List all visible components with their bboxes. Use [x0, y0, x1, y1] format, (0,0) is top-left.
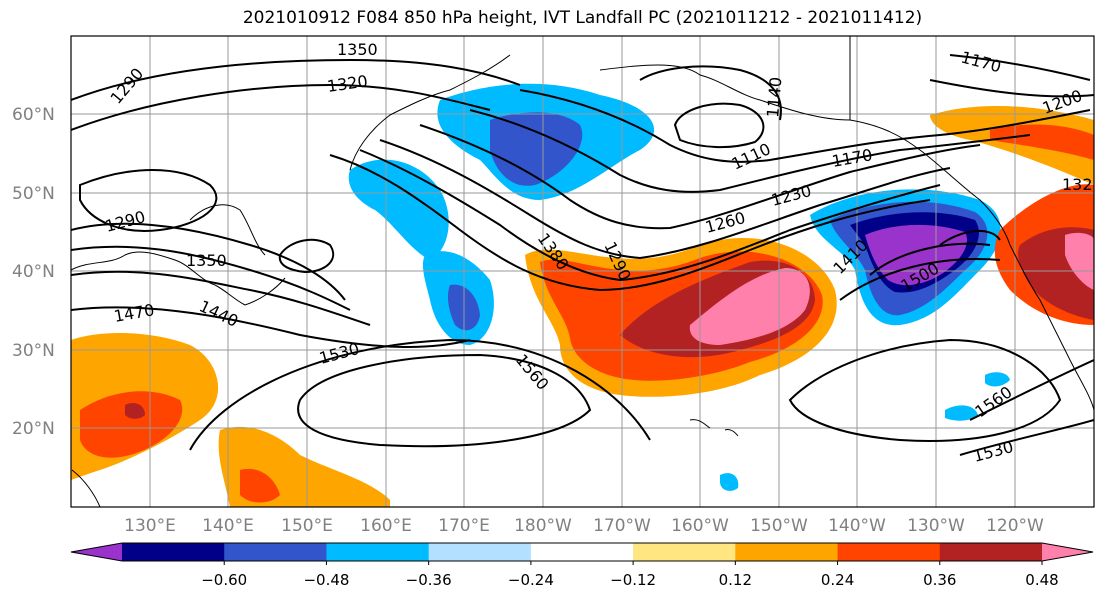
colorbar-segment: [224, 543, 327, 561]
lon-tick-label: 150°E: [281, 516, 333, 536]
colorbar-segment: [735, 543, 839, 561]
lon-tick-label: 140°E: [202, 516, 254, 536]
lon-tick-label: 160°E: [360, 516, 412, 536]
colorbar-segment: [939, 543, 1043, 561]
colorbar-segment: [530, 543, 634, 561]
lat-tick-label: 20°N: [12, 419, 55, 439]
gridlines: [71, 36, 1094, 507]
lon-tick-label: 170°W: [593, 516, 651, 536]
colorbar-segment: [122, 543, 225, 561]
lon-tick-label: 140°W: [828, 516, 886, 536]
contour-label: 1350: [186, 251, 227, 270]
lon-tick-label: 130°E: [124, 516, 176, 536]
lon-tick-label: 180°W: [514, 516, 572, 536]
lat-tick-label: 30°N: [12, 341, 55, 361]
plot-frame: [70, 35, 1095, 508]
lon-tick-label: 160°W: [671, 516, 729, 536]
colorbar-label: 0.48: [1025, 571, 1058, 589]
colorbar-label: 0.12: [719, 571, 752, 589]
colorbar-segment: [633, 543, 736, 561]
colorbar-label: 0.24: [821, 571, 854, 589]
map-title: 2021010912 F084 850 hPa height, IVT Land…: [242, 8, 923, 28]
latitude-ticks: 60°N 50°N 40°N 30°N 20°N: [12, 105, 55, 439]
colorbar-label: −0.24: [508, 571, 554, 589]
contour-label: 132: [1062, 175, 1093, 194]
colorbar-extend-min: [71, 543, 122, 561]
colorbar-label: −0.48: [303, 571, 349, 589]
colorbar-label: −0.60: [201, 571, 247, 589]
contour-label: 1350: [337, 40, 378, 59]
contour-label: 1140: [763, 76, 785, 118]
lon-tick-label: 170°E: [438, 516, 490, 536]
lon-tick-label: 150°W: [750, 516, 808, 536]
colorbar-segment: [428, 543, 532, 561]
colorbar-outline: [70, 542, 1094, 562]
colorbar-label: 0.36: [923, 571, 956, 589]
colorbar-segment: [326, 543, 430, 561]
colorbar-label: −0.36: [406, 571, 452, 589]
colorbar: −0.60 −0.48 −0.36 −0.24 −0.12 0.12 0.24 0.36 0.4…: [70, 542, 1094, 589]
height-contours: [71, 54, 1094, 456]
lat-tick-label: 40°N: [12, 262, 55, 282]
longitude-ticks: 130°E 140°E 150°E 160°E 170°E 180°W 170°…: [124, 516, 1044, 536]
lon-tick-label: 120°W: [986, 516, 1044, 536]
lat-tick-label: 50°N: [12, 184, 55, 204]
lat-tick-label: 60°N: [12, 105, 55, 125]
colorbar-label: −0.12: [610, 571, 656, 589]
colorbar-extend-max: [1042, 543, 1093, 561]
colorbar-segment: [837, 543, 941, 561]
lon-tick-label: 130°W: [907, 516, 965, 536]
